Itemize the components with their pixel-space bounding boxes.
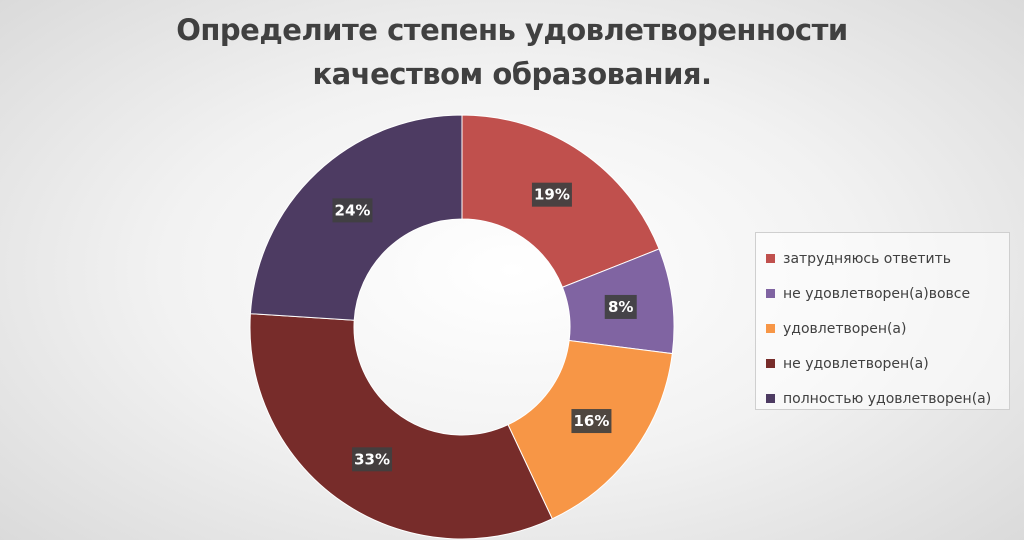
data-label-background <box>332 198 373 223</box>
data-label-text: 8% <box>608 298 633 316</box>
data-label-text: 16% <box>573 412 609 430</box>
legend-label: полностью удовлетворен(а) <box>783 390 992 407</box>
donut-slice-4 <box>249 313 553 540</box>
legend-swatch <box>766 394 775 403</box>
legend-swatch <box>766 289 775 298</box>
chart-title-line-2: качеством образования. <box>312 57 712 91</box>
legend-swatch <box>766 324 775 333</box>
data-label-1: 19% <box>531 182 572 207</box>
legend-item-3: удовлетворен(а) <box>766 311 1009 346</box>
legend-label: не удовлетворен(а) <box>783 355 929 372</box>
data-label-3: 16% <box>571 409 612 434</box>
donut-data-labels: 19% 8% 16% 33% 24% <box>332 182 637 472</box>
data-label-background <box>604 294 637 319</box>
legend-item-1: затрудняюсь ответить <box>766 241 1009 276</box>
legend-swatch <box>766 254 775 263</box>
data-label-text: 19% <box>534 186 570 204</box>
legend-item-5: полностью удовлетворен(а) <box>766 381 1009 416</box>
data-label-background <box>352 447 393 472</box>
donut-slices <box>249 114 675 540</box>
legend-label: удовлетворен(а) <box>783 320 907 337</box>
legend-label: не удовлетворен(а)вовсе <box>783 285 971 302</box>
legend-item-4: не удовлетворен(а) <box>766 346 1009 381</box>
chart-legend: затрудняюсь ответить не удовлетворен(а)во… <box>755 232 1010 410</box>
legend-label: затрудняюсь ответить <box>783 250 952 267</box>
data-label-background <box>531 182 572 207</box>
data-label-background <box>571 409 612 434</box>
data-label-text: 24% <box>335 201 371 219</box>
chart-title-line-1: Определите степень удовлетворенности <box>176 13 848 47</box>
data-label-2: 8% <box>604 294 637 319</box>
data-label-5: 24% <box>332 198 373 223</box>
legend-swatch <box>766 359 775 368</box>
data-label-text: 33% <box>354 450 390 468</box>
data-label-4: 33% <box>352 447 393 472</box>
chart-title: Определите степень удовлетворенности кач… <box>0 8 1024 96</box>
legend-item-2: не удовлетворен(а)вовсе <box>766 276 1009 311</box>
